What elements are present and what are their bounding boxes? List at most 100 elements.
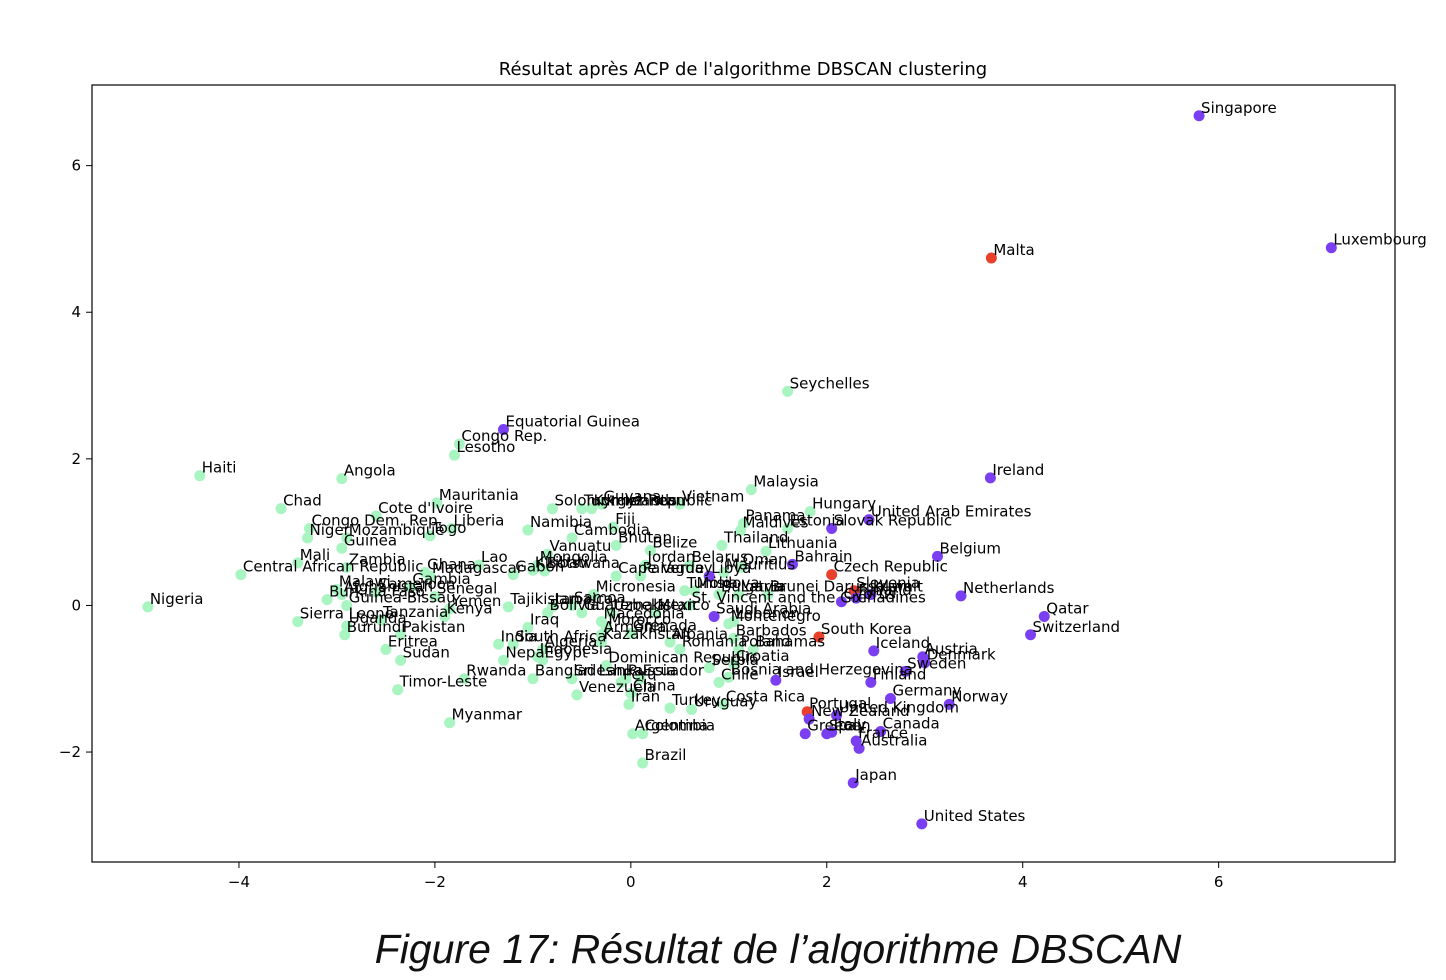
point-label: Congo Dem. Rep.	[311, 511, 442, 529]
point-label: Nigeria	[150, 590, 204, 608]
data-point	[1325, 242, 1337, 254]
point-label: Lithuania	[768, 534, 837, 552]
data-point	[919, 657, 931, 669]
point-label: Slovak Republic	[834, 511, 953, 529]
data-point	[194, 470, 206, 482]
point-label: Montenegro	[731, 607, 821, 625]
point-label: Mongolia	[540, 548, 608, 566]
data-point	[341, 561, 353, 573]
data-point	[835, 596, 847, 608]
data-point	[689, 585, 701, 597]
point-label: Bahrain	[794, 547, 852, 565]
data-point	[566, 673, 578, 685]
data-point	[664, 636, 676, 648]
point-label: Mozambique	[349, 521, 445, 539]
point-label: Sweden	[907, 654, 966, 672]
point-label: Senegal	[437, 580, 497, 598]
point-label: Tajikistan	[509, 590, 579, 608]
point-label: Cape Verde	[618, 559, 704, 577]
point-label: Cote d'Ivoire	[378, 499, 473, 517]
data-point	[527, 564, 539, 576]
point-label: Cambodia	[574, 521, 650, 539]
data-point	[439, 610, 451, 622]
point-label: Iraq	[530, 610, 559, 628]
data-point	[576, 607, 588, 619]
data-point	[424, 570, 436, 582]
data-point	[605, 607, 617, 619]
point-label: Germany	[892, 682, 961, 700]
point-label: Burkina Faso	[329, 583, 425, 601]
data-point	[875, 726, 887, 738]
data-point	[395, 629, 407, 641]
point-label: Kazakhstan	[603, 625, 689, 643]
point-label: Hungary	[812, 495, 876, 513]
data-point	[142, 601, 154, 613]
point-label: Bangladesh	[535, 662, 623, 680]
point-label: Maldives	[743, 514, 809, 532]
point-label: Fiji	[615, 510, 635, 528]
point-label: Tunisia	[686, 574, 738, 592]
point-label: Libya	[711, 559, 751, 577]
point-label: Bosnia and Herzegovina	[731, 660, 913, 678]
data-point	[865, 588, 877, 600]
point-label: Moldova	[697, 574, 760, 592]
data-point	[380, 643, 392, 655]
data-point	[637, 757, 649, 769]
data-point	[1193, 110, 1205, 122]
data-point	[610, 570, 622, 582]
data-point	[884, 693, 896, 705]
point-label: Bulgaria	[721, 577, 783, 595]
data-point	[635, 673, 647, 685]
x-tick-label: −2	[424, 873, 446, 891]
point-label: Equatorial Guinea	[505, 413, 639, 431]
point-label: South Africa	[515, 627, 606, 645]
point-label: Malta	[993, 241, 1034, 259]
point-label: Belarus	[692, 548, 749, 566]
data-point	[588, 588, 600, 600]
point-label: Samoa	[574, 588, 626, 606]
point-label: Guinea-Bissau	[349, 588, 456, 606]
data-point	[782, 385, 794, 397]
data-point	[336, 542, 348, 554]
data-point	[804, 506, 816, 518]
point-label: Uganda	[349, 609, 407, 627]
data-point	[302, 532, 314, 544]
data-point	[235, 569, 247, 581]
data-point	[723, 671, 735, 683]
point-label: Zambia	[349, 550, 406, 568]
point-label: Singapore	[1201, 99, 1277, 117]
point-label: Croatia	[736, 647, 790, 665]
y-tick-label: 0	[71, 596, 81, 614]
point-label: Mauritania	[439, 486, 519, 504]
data-point	[865, 676, 877, 688]
data-point	[620, 673, 632, 685]
point-label: Guatemala	[584, 596, 667, 614]
point-label: Vietnam	[682, 487, 745, 505]
data-point	[542, 607, 554, 619]
data-point	[984, 472, 996, 484]
point-label: Myanmar	[452, 706, 523, 724]
point-label: Jordan	[647, 548, 696, 566]
point-label: Saudi Arabia	[716, 599, 811, 617]
point-label: Algeria	[545, 632, 598, 650]
data-point	[916, 818, 928, 830]
point-label: Yemen	[451, 592, 502, 610]
point-label: Lesotho	[456, 438, 515, 456]
point-label: Nepal	[505, 643, 548, 661]
point-label: Thailand	[723, 528, 788, 546]
point-label: Portugal	[809, 695, 871, 713]
point-label: Rwanda	[466, 662, 526, 680]
data-point	[733, 588, 745, 600]
point-label: Solomon Islands	[554, 492, 677, 510]
data-point	[339, 629, 351, 641]
data-point	[708, 610, 720, 622]
point-label: Togo	[431, 519, 467, 537]
point-label: South Korea	[821, 620, 912, 638]
data-point	[623, 698, 635, 710]
scatter-chart: Résultat après ACP de l'algorithme DBSCA…	[59, 59, 1427, 891]
point-label: Latvia	[741, 577, 787, 595]
data-point	[735, 561, 747, 573]
point-label: Jamaica	[553, 590, 613, 608]
point-label: Afghanistan	[344, 577, 433, 595]
point-label: Bolivia	[550, 596, 600, 614]
